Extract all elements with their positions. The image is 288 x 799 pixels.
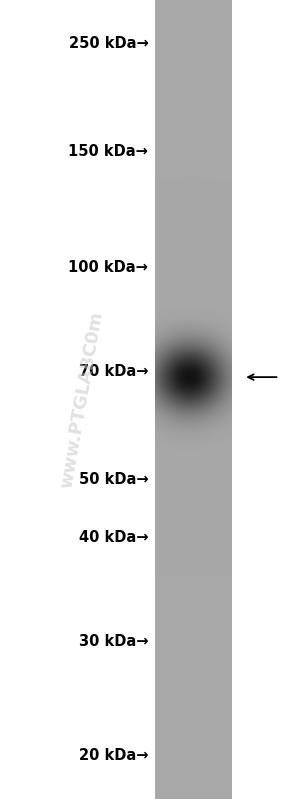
Text: www.PTGLABC0m: www.PTGLABC0m [58,309,107,490]
Bar [155,0,232,799]
Text: 250 kDa→: 250 kDa→ [69,37,148,51]
Text: 150 kDa→: 150 kDa→ [69,145,148,159]
Text: 70 kDa→: 70 kDa→ [79,364,148,379]
Text: 30 kDa→: 30 kDa→ [79,634,148,649]
Text: 50 kDa→: 50 kDa→ [79,472,148,487]
Text: 100 kDa→: 100 kDa→ [69,260,148,275]
Text: 20 kDa→: 20 kDa→ [79,748,148,762]
Text: 40 kDa→: 40 kDa→ [79,531,148,545]
